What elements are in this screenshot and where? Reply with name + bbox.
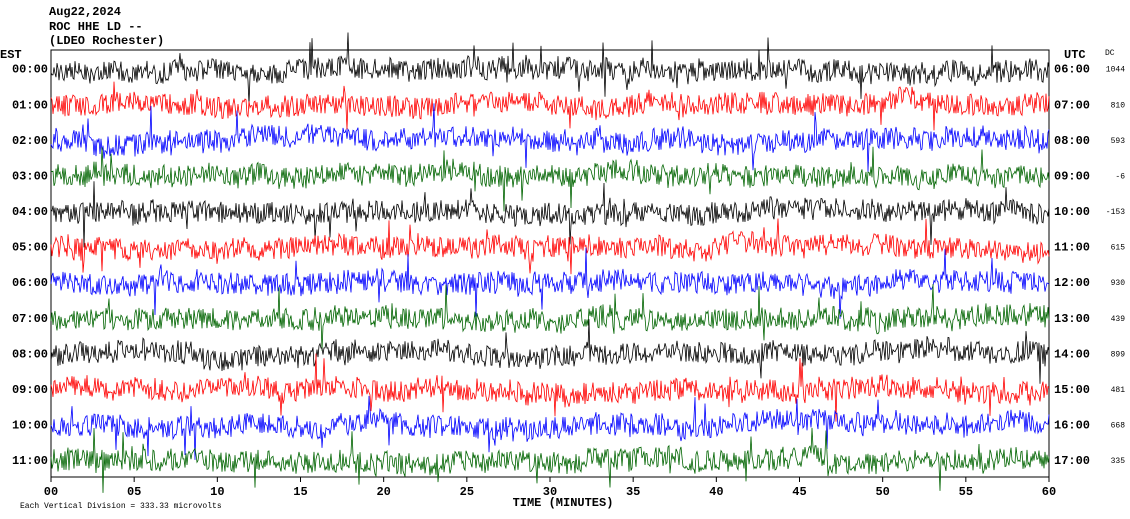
header-location: (LDEO Rochester) [49, 34, 164, 48]
dc-value: 439 [1111, 315, 1126, 324]
est-label: 09:00 [12, 383, 48, 397]
est-label: 02:00 [12, 134, 48, 148]
trace [50, 181, 1050, 248]
utc-label: 17:00 [1054, 454, 1090, 468]
x-tick-label: 45 [792, 485, 806, 499]
x-tick-label: 40 [709, 485, 723, 499]
est-label: 07:00 [12, 312, 48, 326]
x-tick-label: 25 [460, 485, 474, 499]
est-label: 00:00 [12, 63, 48, 77]
dc-value: 335 [1111, 457, 1126, 466]
trace [50, 81, 1050, 131]
est-label: 03:00 [12, 169, 48, 183]
utc-label: 06:00 [1054, 63, 1090, 77]
trace [50, 284, 1050, 351]
dc-value: 899 [1111, 350, 1126, 359]
dc-value: 668 [1111, 422, 1126, 431]
dc-value: 930 [1111, 279, 1126, 288]
dc-value: 481 [1111, 386, 1126, 395]
utc-label: 15:00 [1054, 383, 1090, 397]
dc-value: -6 [1115, 172, 1125, 181]
right-zone: UTC [1064, 48, 1086, 62]
utc-label: 12:00 [1054, 276, 1090, 290]
est-label: 04:00 [12, 205, 48, 219]
dc-value: 593 [1111, 137, 1126, 146]
est-label: 08:00 [12, 347, 48, 361]
footer: Each Vertical Division = 333.33 microvol… [20, 502, 222, 511]
x-tick-label: 10 [210, 485, 224, 499]
utc-label: 10:00 [1054, 205, 1090, 219]
trace [50, 146, 1050, 212]
est-label: 10:00 [12, 419, 48, 433]
est-label: 01:00 [12, 98, 48, 112]
traces [50, 32, 1050, 493]
header-station: ROC HHE LD -- [49, 20, 143, 34]
x-tick-label: 20 [376, 485, 390, 499]
x-title: TIME (MINUTES) [513, 496, 614, 510]
utc-label: 16:00 [1054, 419, 1090, 433]
trace [50, 103, 1050, 172]
dc-value: 615 [1111, 244, 1126, 253]
trace [50, 32, 1050, 104]
utc-label: 11:00 [1054, 241, 1090, 255]
dc-value: 810 [1111, 101, 1126, 110]
x-tick-label: 35 [626, 485, 640, 499]
header-date: Aug22,2024 [49, 5, 121, 19]
est-label: 06:00 [12, 276, 48, 290]
utc-label: 07:00 [1054, 98, 1090, 112]
utc-label: 14:00 [1054, 347, 1090, 361]
x-tick-label: 00 [44, 485, 58, 499]
x-tick-label: 50 [875, 485, 889, 499]
trace [50, 395, 1050, 460]
trace [50, 218, 1050, 275]
dc-value: 1044 [1106, 66, 1125, 75]
trace [50, 319, 1050, 384]
utc-label: 09:00 [1054, 169, 1090, 183]
trace [50, 353, 1050, 422]
trace [50, 427, 1050, 493]
trace [50, 247, 1050, 319]
x-tick-label: 05 [127, 485, 141, 499]
utc-label: 13:00 [1054, 312, 1090, 326]
utc-label: 08:00 [1054, 134, 1090, 148]
x-tick-label: 60 [1042, 485, 1056, 499]
est-label: 11:00 [12, 454, 48, 468]
est-label: 05:00 [12, 241, 48, 255]
dc-label: DC [1105, 49, 1115, 58]
x-tick-label: 30 [543, 485, 557, 499]
dc-value: -153 [1106, 208, 1125, 217]
x-tick-label: 15 [293, 485, 307, 499]
x-tick-label: 55 [959, 485, 973, 499]
left-zone: EST [0, 48, 22, 62]
